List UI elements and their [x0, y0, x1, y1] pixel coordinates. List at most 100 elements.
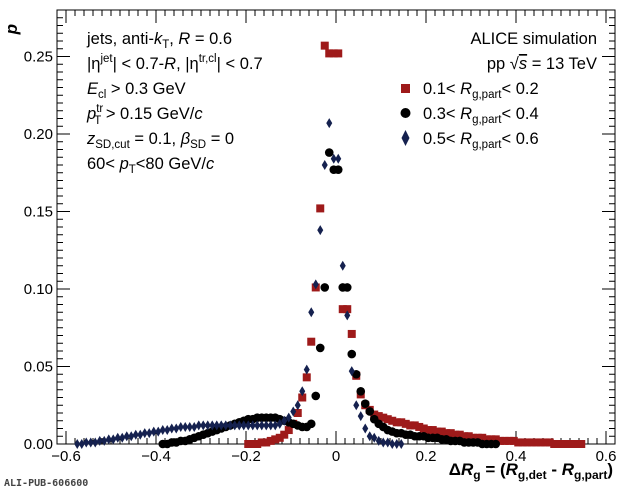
data-point-square — [532, 438, 541, 447]
data-point-square — [550, 440, 559, 448]
data-point-diamond — [398, 439, 405, 449]
data-point-square — [266, 436, 275, 445]
legend-label-2: 0.3< Rg,part< 0.4 — [423, 105, 539, 126]
data-point-diamond — [375, 435, 382, 446]
data-point-diamond — [371, 432, 378, 443]
data-point-diamond — [182, 421, 189, 432]
data-point-square — [280, 430, 289, 439]
data-point-diamond — [200, 420, 207, 431]
data-point-diamond — [222, 420, 229, 431]
annotation-block-right: ALICE simulation pp √s = 13 TeV — [470, 30, 597, 73]
data-point-diamond — [303, 364, 310, 375]
data-point-square — [379, 413, 388, 422]
y-tick-label: 0.05 — [24, 359, 53, 376]
data-point-diamond — [110, 434, 117, 445]
data-point-diamond — [236, 420, 243, 431]
data-point-square — [343, 305, 352, 314]
data-point-diamond — [249, 420, 256, 431]
legend-marker-diamond — [401, 130, 410, 146]
legend-entry-2: 0.3< Rg,part< 0.4 — [400, 105, 539, 126]
data-point-diamond — [74, 439, 81, 449]
data-point-circle — [315, 343, 325, 353]
data-point-square — [541, 438, 550, 447]
data-point-diamond — [384, 437, 391, 448]
data-point-diamond — [272, 420, 279, 431]
x-tick-label: 0.2 — [416, 448, 437, 465]
data-point-diamond — [146, 428, 153, 439]
data-point-square — [577, 440, 586, 448]
data-point-diamond — [258, 420, 265, 431]
data-point-square — [307, 337, 316, 346]
data-point-diamond — [213, 420, 220, 431]
data-point-circle — [324, 148, 334, 157]
data-point-diamond — [366, 431, 373, 442]
data-point-square — [433, 427, 442, 436]
data-point-square — [244, 440, 253, 448]
data-point-diamond — [344, 310, 351, 321]
data-point-diamond — [227, 420, 234, 431]
data-point-square — [388, 416, 397, 425]
data-point-diamond — [321, 160, 328, 170]
data-point-square — [316, 204, 325, 213]
data-point-diamond — [393, 439, 400, 449]
data-point-square — [262, 438, 271, 447]
data-point-diamond — [335, 153, 342, 164]
y-tick-label: 0.25 — [24, 49, 53, 66]
annotation-line-5: zSD,cut = 0.1, βSD = 0 — [86, 130, 234, 151]
data-point-diamond — [245, 420, 252, 431]
data-point-diamond — [150, 426, 157, 437]
data-point-square — [487, 435, 496, 444]
x-tick-label: −0.2 — [231, 448, 261, 465]
data-point-diamond — [173, 423, 180, 434]
data-point-diamond — [389, 439, 396, 449]
data-point-square — [500, 436, 509, 445]
x-tick-label: 0.4 — [506, 448, 527, 465]
footer-id: ALI-PUB-606600 — [4, 478, 88, 489]
data-point-square — [401, 419, 410, 428]
data-point-square — [347, 329, 356, 338]
energy-label: pp √s = 13 TeV — [487, 55, 597, 73]
data-point-circle — [356, 387, 366, 396]
y-axis-title: p — [2, 24, 21, 35]
data-point-diamond — [254, 420, 261, 431]
annotation-line-3: Ecl > 0.3 GeV — [87, 80, 186, 101]
data-point-square — [415, 422, 424, 431]
data-point-diamond — [105, 434, 112, 445]
data-point-circle — [342, 283, 352, 292]
data-point-square — [424, 426, 433, 435]
data-point-square — [275, 433, 284, 442]
x-tick-label: −0.6 — [51, 448, 81, 465]
data-point-diamond — [240, 420, 247, 431]
y-tick-label: 0.20 — [24, 126, 53, 143]
x-tick-label: 0 — [332, 448, 340, 465]
annotation-block-left: jets, anti-kT, R = 0.6 |ηjet| < 0.7-R, |… — [86, 30, 263, 176]
data-point-square — [527, 438, 536, 447]
data-point-square — [536, 438, 545, 447]
data-point-diamond — [96, 435, 103, 446]
data-point-square — [338, 305, 347, 314]
data-point-diamond — [299, 386, 306, 397]
data-point-diamond — [83, 437, 90, 448]
data-point-diamond — [119, 432, 126, 443]
data-point-circle — [491, 439, 501, 449]
data-point-square — [284, 426, 293, 435]
data-point-square — [491, 435, 500, 444]
data-point-square — [334, 49, 343, 58]
data-point-diamond — [276, 418, 283, 429]
data-point-square — [478, 433, 487, 442]
data-point-diamond — [137, 429, 144, 440]
data-point-circle — [365, 407, 375, 416]
data-point-diamond — [141, 428, 148, 439]
y-tick-label: 0.15 — [24, 204, 53, 221]
data-point-square — [370, 410, 379, 419]
data-point-square — [455, 430, 464, 439]
data-point-square — [509, 436, 518, 445]
data-point-square — [302, 373, 311, 382]
data-point-square — [374, 412, 383, 421]
data-point-square — [568, 440, 577, 448]
data-point-square — [293, 409, 302, 417]
data-point-diamond — [132, 429, 139, 440]
data-point-square — [563, 440, 572, 448]
data-point-diamond — [128, 431, 135, 442]
